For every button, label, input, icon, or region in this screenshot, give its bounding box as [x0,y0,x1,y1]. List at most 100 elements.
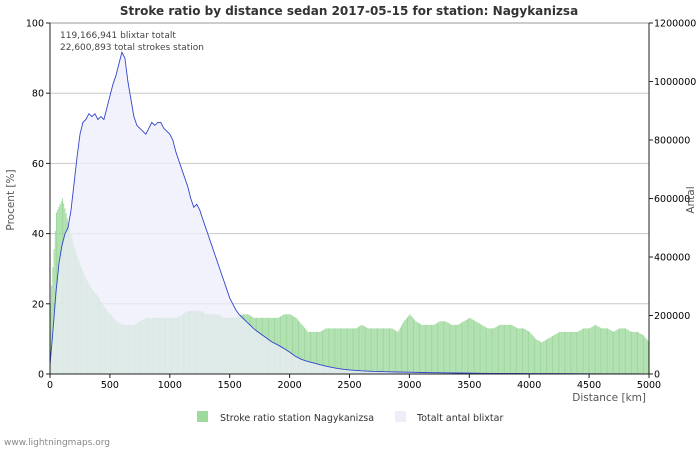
bar [300,323,302,374]
bar [426,324,428,374]
x-tick-label: 3000 [397,380,421,391]
bar [529,331,531,374]
bar [387,328,389,374]
y-right-tick-label: 600000 [654,194,690,205]
bar [329,328,331,374]
bar [336,328,338,374]
bar [632,331,634,374]
x-tick-label: 3500 [457,380,481,391]
bar [501,324,503,374]
bar [411,317,413,374]
bar [398,329,400,374]
bar [308,331,310,374]
bar [314,331,316,374]
bar [581,329,583,374]
annotation-total-strokes: 22,600,893 total strokes station [60,43,204,53]
bar [294,317,296,374]
bar [410,315,412,374]
bar [614,331,616,374]
bar [323,329,325,374]
bar [318,331,320,374]
bar [553,335,555,374]
bar [391,328,393,374]
bar [476,322,478,374]
bar [538,341,540,374]
bar [469,317,471,374]
bar [466,319,468,374]
bar [484,326,486,374]
bar [404,319,406,374]
bar [361,324,363,374]
bar [595,324,597,374]
bar [441,321,443,374]
bar [629,331,631,374]
bar [307,331,309,374]
bar [420,324,422,374]
bar [559,331,561,374]
bar [339,328,341,374]
bar [401,325,403,374]
bar [335,328,337,374]
bar [362,325,364,374]
bar [286,314,288,374]
y-right-axis-ticks: 0 200000 400000 600000 800000 1000000 1200000 [649,19,696,381]
bar [556,333,558,374]
bar [453,324,455,374]
bar [332,328,334,374]
bar [483,326,485,374]
bar [562,331,564,374]
bar [495,326,497,374]
y-right-tick-label: 1000000 [654,77,696,88]
bar [306,330,308,374]
bar [487,328,489,374]
bar [450,324,452,374]
bar [460,322,462,374]
bar [349,328,351,374]
x-tick-label: 4000 [517,380,541,391]
bar [578,331,580,374]
bar [363,326,365,374]
bar [573,331,575,374]
area-line [49,51,650,375]
bar [321,330,323,374]
x-tick-label: 1000 [158,380,182,391]
bar [499,324,501,374]
bar [620,328,622,374]
bar [390,328,392,374]
bar [592,326,594,374]
bar [646,339,648,374]
bar [539,341,541,374]
bar [478,323,480,374]
bar [627,329,629,374]
bar [291,315,293,374]
bar [430,324,432,374]
bar [342,328,344,374]
y-right-tick-label: 400000 [654,253,690,264]
bar [366,327,368,374]
bar [325,328,327,374]
bar [510,324,512,374]
x-tick-label: 500 [101,380,119,391]
bar [621,328,623,374]
y-left-axis-label: Procent [%] [5,169,17,230]
bar [344,328,346,374]
bar [380,328,382,374]
bar [543,341,545,374]
bar [421,324,423,374]
bar [337,328,339,374]
bar [326,328,328,374]
bar [448,323,450,374]
bar [301,324,303,374]
chart-title: Stroke ratio by distance sedan 2017-05-1… [120,4,578,18]
footer-credit: www.lightningmaps.org [4,438,110,448]
bar [324,329,326,374]
legend-swatch-totalt [395,411,406,422]
bar [416,322,418,374]
bar [544,340,546,374]
bar [500,324,502,374]
bar [313,331,315,374]
bar [566,331,568,374]
x-axis-label: Distance [km] [572,392,646,404]
bar [415,321,417,374]
y-right-tick-label: 1200000 [654,19,696,30]
